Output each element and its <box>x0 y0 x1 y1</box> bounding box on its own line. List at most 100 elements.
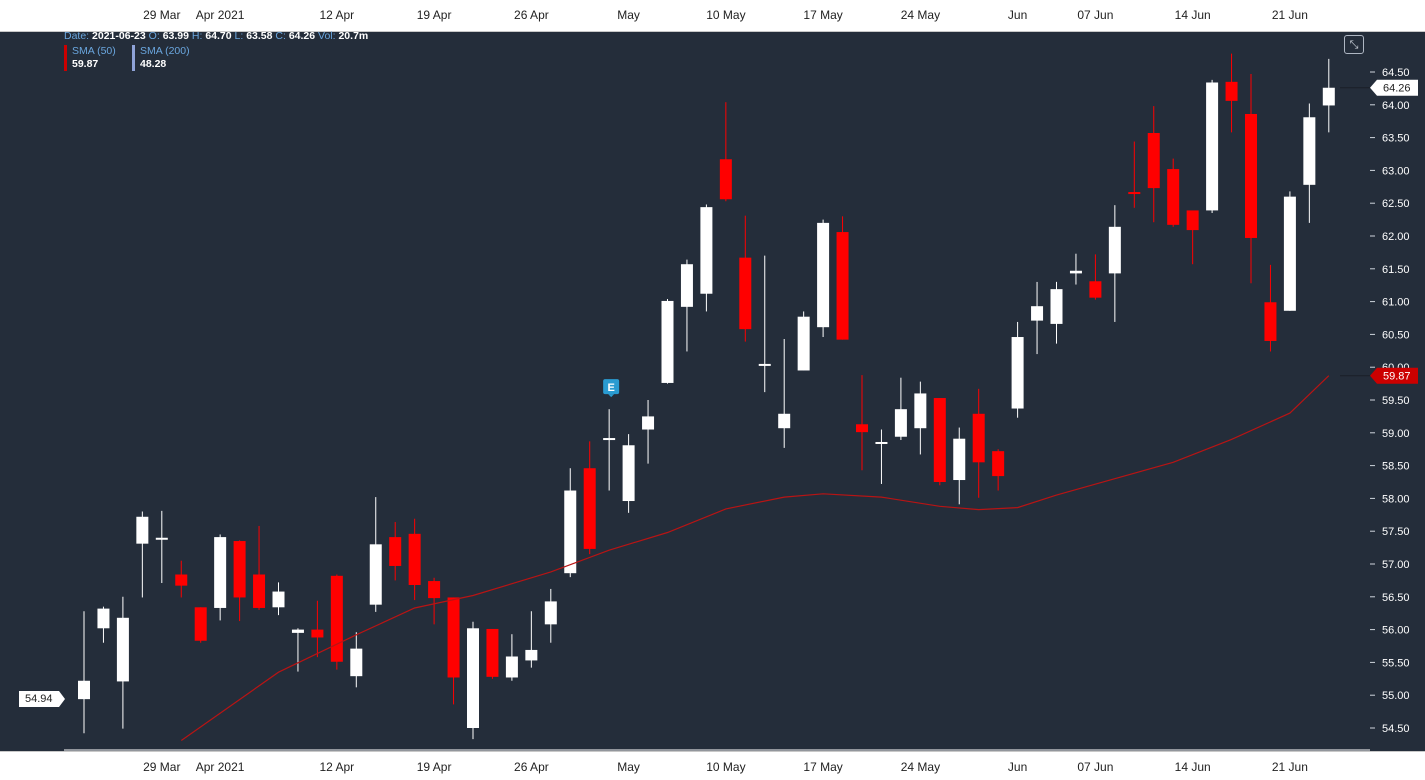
earnings-marker-icon[interactable]: E <box>603 379 619 397</box>
x-tick-label: 21 Jun <box>1272 760 1308 774</box>
candle-body <box>875 442 887 444</box>
candle <box>448 597 460 704</box>
x-tick-label: 24 May <box>901 760 940 774</box>
open-label: O: <box>149 30 160 42</box>
collapse-chart-button[interactable]: ⤡ <box>1344 35 1364 54</box>
x-tick-label: Apr 2021 <box>196 760 245 774</box>
candle-body <box>545 601 557 624</box>
candle <box>1148 106 1160 222</box>
candle <box>720 102 732 201</box>
candle <box>331 574 343 669</box>
candle-body <box>156 538 168 540</box>
candle-body <box>603 438 615 440</box>
candle-body <box>739 258 751 330</box>
x-tick-label: Apr 2021 <box>196 8 245 22</box>
candle <box>1284 191 1296 310</box>
candle <box>156 511 168 583</box>
x-tick-label: 19 Apr <box>417 8 452 22</box>
candle-body <box>1284 197 1296 311</box>
candle <box>681 260 693 352</box>
candle-body <box>1226 82 1238 101</box>
candle <box>175 561 187 598</box>
x-tick-label: 19 Apr <box>417 760 452 774</box>
volume-label: Vol: <box>318 30 336 42</box>
candle-body <box>623 445 635 501</box>
candle <box>389 522 401 580</box>
sma50-legend[interactable]: SMA (50) 59.87 <box>64 45 116 71</box>
candle <box>1070 254 1082 285</box>
candle-body <box>525 650 537 660</box>
candle <box>97 607 109 643</box>
x-tick-label: 17 May <box>803 760 842 774</box>
candle-body <box>1031 306 1043 320</box>
candle-body <box>350 649 362 677</box>
candle <box>623 434 635 513</box>
candle <box>486 629 498 679</box>
low-value: 63.58 <box>246 30 272 42</box>
candle <box>273 582 285 615</box>
candle-body <box>175 574 187 585</box>
candle <box>311 601 323 657</box>
candle-body <box>973 414 985 463</box>
candle <box>1245 74 1257 283</box>
candle <box>856 375 868 470</box>
candle <box>914 382 926 455</box>
y-tick-label: 63.00 <box>1382 165 1410 177</box>
candle-body <box>1206 82 1218 210</box>
candle-body <box>331 576 343 662</box>
candle <box>1303 103 1315 222</box>
x-tick-label: Jun <box>1008 760 1027 774</box>
candle-body <box>1167 169 1179 225</box>
crosshair-price-tag: 54.94 <box>19 691 59 707</box>
candle-body <box>1109 227 1121 274</box>
candle <box>817 220 829 337</box>
y-tick-label: 57.00 <box>1382 559 1410 571</box>
candle <box>1187 210 1199 264</box>
candle <box>253 526 265 610</box>
y-tick-label: 60.50 <box>1382 329 1410 341</box>
candle <box>428 578 440 625</box>
x-tick-label: May <box>617 760 640 774</box>
candle-body <box>428 581 440 598</box>
candle <box>234 540 246 621</box>
candle <box>603 409 615 490</box>
candle-body <box>953 439 965 480</box>
candle-body <box>584 468 596 549</box>
candle-body <box>895 409 907 437</box>
x-tick-label: 21 Jun <box>1272 8 1308 22</box>
y-tick-label: 64.00 <box>1382 100 1410 112</box>
candle <box>545 589 557 643</box>
candle <box>953 428 965 505</box>
candle-body <box>1323 88 1335 106</box>
candle <box>195 607 207 642</box>
candle-body <box>837 232 849 340</box>
candle <box>506 634 518 681</box>
candle <box>1264 265 1276 352</box>
candle-body <box>370 544 382 604</box>
x-tick-label: 29 Mar <box>143 760 180 774</box>
sma200-legend[interactable]: SMA (200) 48.28 <box>132 45 190 71</box>
close-label: C: <box>275 30 286 42</box>
chart-legend: Date: 2021-06-23 O: 63.99 H: 64.70 L: 63… <box>64 30 368 42</box>
candle <box>700 205 712 312</box>
candle <box>214 534 226 620</box>
candle <box>895 378 907 440</box>
y-tick-label: 62.00 <box>1382 231 1410 243</box>
candle-body <box>759 364 771 366</box>
sma200-value: 48.28 <box>140 58 190 71</box>
y-tick-label: 56.50 <box>1382 592 1410 604</box>
candle-body <box>97 609 109 629</box>
candle <box>1012 322 1024 418</box>
y-tick-label: 64.50 <box>1382 67 1410 79</box>
price-chart[interactable]: 54.50 55.00 55.50 56.00 56.50 57.00 57.50 58.00… <box>0 31 1425 751</box>
x-tick-label: 07 Jun <box>1077 8 1113 22</box>
candle <box>136 512 148 598</box>
candle-body <box>1070 271 1082 274</box>
candle-body <box>506 656 518 677</box>
y-tick-label: 62.50 <box>1382 198 1410 210</box>
y-tick-label: 59.50 <box>1382 395 1410 407</box>
candle-body <box>234 541 246 597</box>
collapse-arrows-icon: ⤡ <box>1350 39 1359 51</box>
candle <box>1323 59 1335 132</box>
candle-body <box>1245 114 1257 238</box>
